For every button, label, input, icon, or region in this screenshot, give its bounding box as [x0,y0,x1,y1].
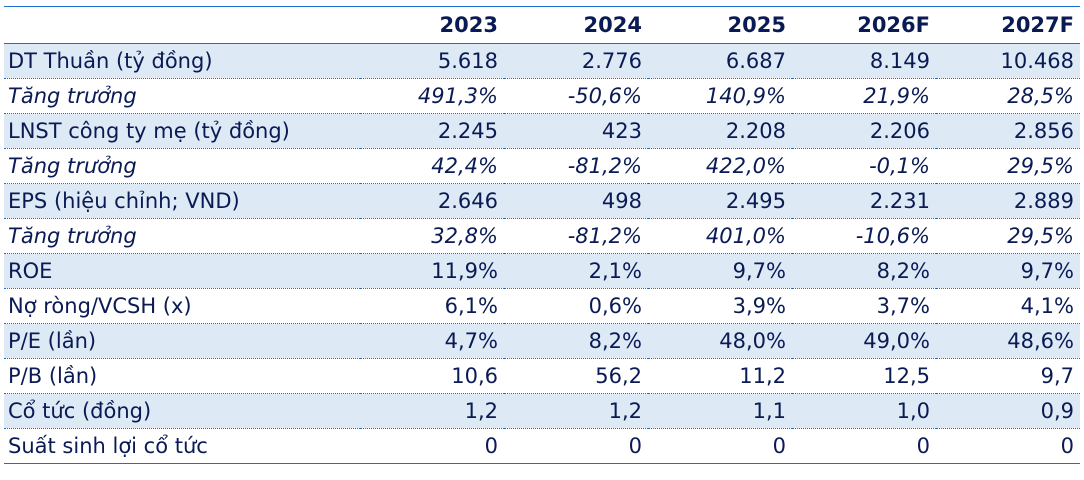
table-cell: 3,9% [732,294,786,318]
table-cell: 11,2 [739,364,786,388]
table-cell: 49,0% [792,323,936,359]
table-cell: -10,6% [855,224,930,248]
table-cell: 8,2% [504,323,648,359]
table-cell: 491,3% [417,84,498,108]
table-cell: 423 [504,113,648,149]
table-row: Tăng trưởng 32,8% -81,2% 401,0% -10,6% 2… [4,219,1080,254]
table-cell: 401,0% [705,224,786,248]
table-cell: 2.206 [792,113,936,149]
row-label: P/B (lần) [8,364,98,388]
table-row: Tăng trưởng 491,3% -50,6% 140,9% 21,9% 2… [4,79,1080,114]
table-cell: -0,1% [869,154,930,178]
header-cell-2027f: 2027F [1001,13,1074,37]
table-cell: 8,2% [792,253,936,289]
table-cell: 9,7 [1040,364,1074,388]
table-cell: 29,5% [1007,224,1074,248]
header-cell-2024: 2024 [583,13,642,37]
row-label: Nợ ròng/VCSH (x) [8,294,192,318]
table-row: LNST công ty mẹ (tỷ đồng) 2.245 423 2.20… [4,113,1080,149]
header-row: 2023 2024 2025 2026F 2027F [4,6,1080,44]
table-cell: 1,0 [792,393,936,429]
row-label: ROE [4,253,360,289]
table-cell: 10,6 [451,364,498,388]
table-cell: 2.231 [792,183,936,219]
table-cell: 9,7% [648,253,792,289]
table-cell: -81,2% [567,154,642,178]
table-row: Suất sinh lợi cổ tức 0 0 0 0 0 [4,429,1080,464]
table-row: P/B (lần) 10,6 56,2 11,2 12,5 9,7 [4,359,1080,394]
table-cell: 56,2 [595,364,642,388]
table-cell: 32,8% [431,224,498,248]
table-cell: 1,1 [648,393,792,429]
table-cell: 2.245 [360,113,504,149]
table-row: P/E (lần) 4,7% 8,2% 48,0% 49,0% 48,6% [4,323,1080,359]
table-cell: 42,4% [431,154,498,178]
table-cell: 9,7% [936,253,1080,289]
table-cell: 0 [628,434,642,458]
table-cell: 2,1% [504,253,648,289]
table-cell: 0,6% [588,294,642,318]
table-cell: 2.889 [936,183,1080,219]
table-row: EPS (hiệu chỉnh; VND) 2.646 498 2.495 2.… [4,183,1080,219]
table-row: DT Thuần (tỷ đồng) 5.618 2.776 6.687 8.1… [4,43,1080,79]
table-cell: 0,9 [936,393,1080,429]
row-label: Cổ tức (đồng) [4,393,360,429]
header-cell-2023: 2023 [439,13,498,37]
financial-table: 2023 2024 2025 2026F 2027F DT Thuần (tỷ … [4,6,1080,464]
header-cell-label [4,7,360,44]
table-cell: 11,9% [360,253,504,289]
table-cell: 4,1% [1020,294,1074,318]
table-cell: 10.468 [936,43,1080,79]
row-label: EPS (hiệu chỉnh; VND) [4,183,360,219]
table-cell: -50,6% [567,84,642,108]
table-cell: 5.618 [360,43,504,79]
table-cell: 1,2 [360,393,504,429]
table-cell: 0 [1060,434,1074,458]
table-cell: 6.687 [648,43,792,79]
table-row: ROE 11,9% 2,1% 9,7% 8,2% 9,7% [4,253,1080,289]
table-cell: 498 [504,183,648,219]
table-row: Cổ tức (đồng) 1,2 1,2 1,1 1,0 0,9 [4,393,1080,429]
table-cell: 3,7% [876,294,930,318]
table-cell: 8.149 [792,43,936,79]
table-row: Tăng trưởng 42,4% -81,2% 422,0% -0,1% 29… [4,149,1080,184]
table-cell: 1,2 [504,393,648,429]
table-cell: 140,9% [705,84,786,108]
row-label: Suất sinh lợi cổ tức [8,434,208,458]
table-cell: 29,5% [1007,154,1074,178]
table-cell: 28,5% [1007,84,1074,108]
row-label: Tăng trưởng [8,224,137,248]
table-cell: 21,9% [863,84,930,108]
table-cell: 2.208 [648,113,792,149]
row-label: Tăng trưởng [8,154,137,178]
table-cell: 4,7% [360,323,504,359]
header-cell-2026f: 2026F [857,13,930,37]
table-cell: 2.495 [648,183,792,219]
table-cell: 2.646 [360,183,504,219]
row-label: LNST công ty mẹ (tỷ đồng) [4,113,360,149]
row-label: DT Thuần (tỷ đồng) [4,43,360,79]
table-cell: 0 [916,434,930,458]
table-cell: 12,5 [883,364,930,388]
table-cell: 2.776 [504,43,648,79]
table-cell: 6,1% [444,294,498,318]
table-cell: 0 [772,434,786,458]
table-cell: 48,0% [648,323,792,359]
table-cell: 422,0% [705,154,786,178]
table-row: Nợ ròng/VCSH (x) 6,1% 0,6% 3,9% 3,7% 4,1… [4,289,1080,324]
row-label: P/E (lần) [4,323,360,359]
table-cell: 48,6% [936,323,1080,359]
table-cell: 0 [484,434,498,458]
table-cell: 2.856 [936,113,1080,149]
header-cell-2025: 2025 [727,13,786,37]
row-label: Tăng trưởng [8,84,137,108]
table-cell: -81,2% [567,224,642,248]
